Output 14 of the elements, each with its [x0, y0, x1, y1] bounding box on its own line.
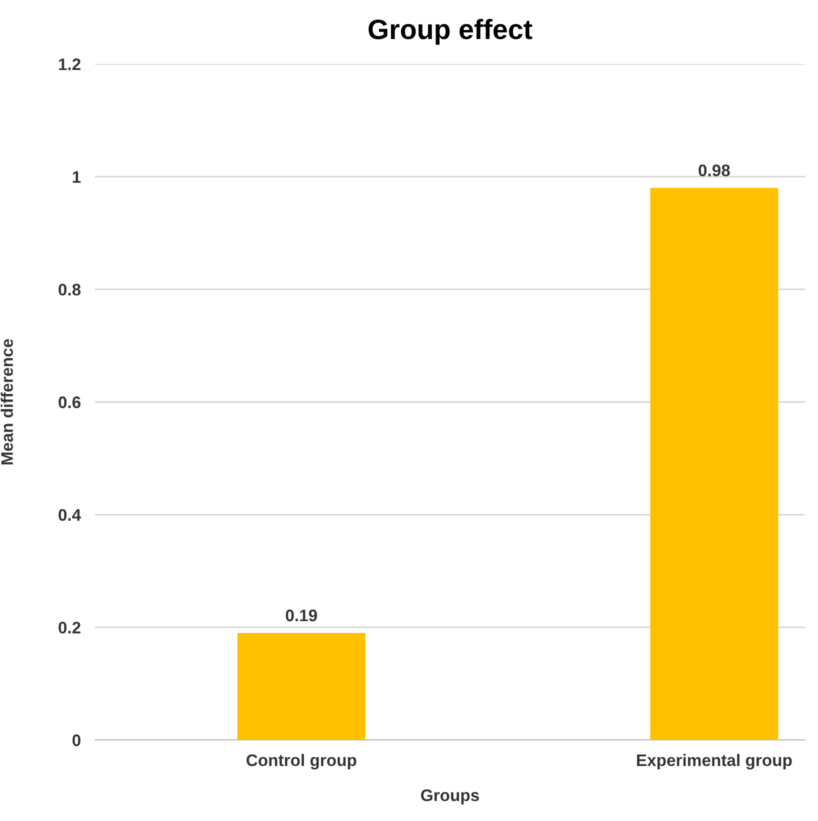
x-tick-label: Control group — [246, 754, 356, 770]
y-tick-label: 0.2 — [58, 622, 80, 634]
x-axis-title: Groups — [421, 789, 479, 804]
y-tick-label: 0.8 — [58, 284, 81, 296]
y-tick-label: 0.4 — [58, 509, 82, 521]
y-tick-label: 0.6 — [58, 396, 81, 408]
y-tick-label: 0 — [72, 734, 80, 746]
y-axis-title: Mean difference — [0, 339, 13, 464]
data-label: 0.19 — [286, 610, 317, 622]
chart-title: Group effect — [368, 18, 532, 45]
data-label: 0.98 — [698, 164, 730, 176]
y-tick-label: 1 — [72, 171, 81, 183]
x-tick-label: Experimental group — [637, 754, 792, 770]
y-tick-label: 1.2 — [58, 58, 80, 70]
